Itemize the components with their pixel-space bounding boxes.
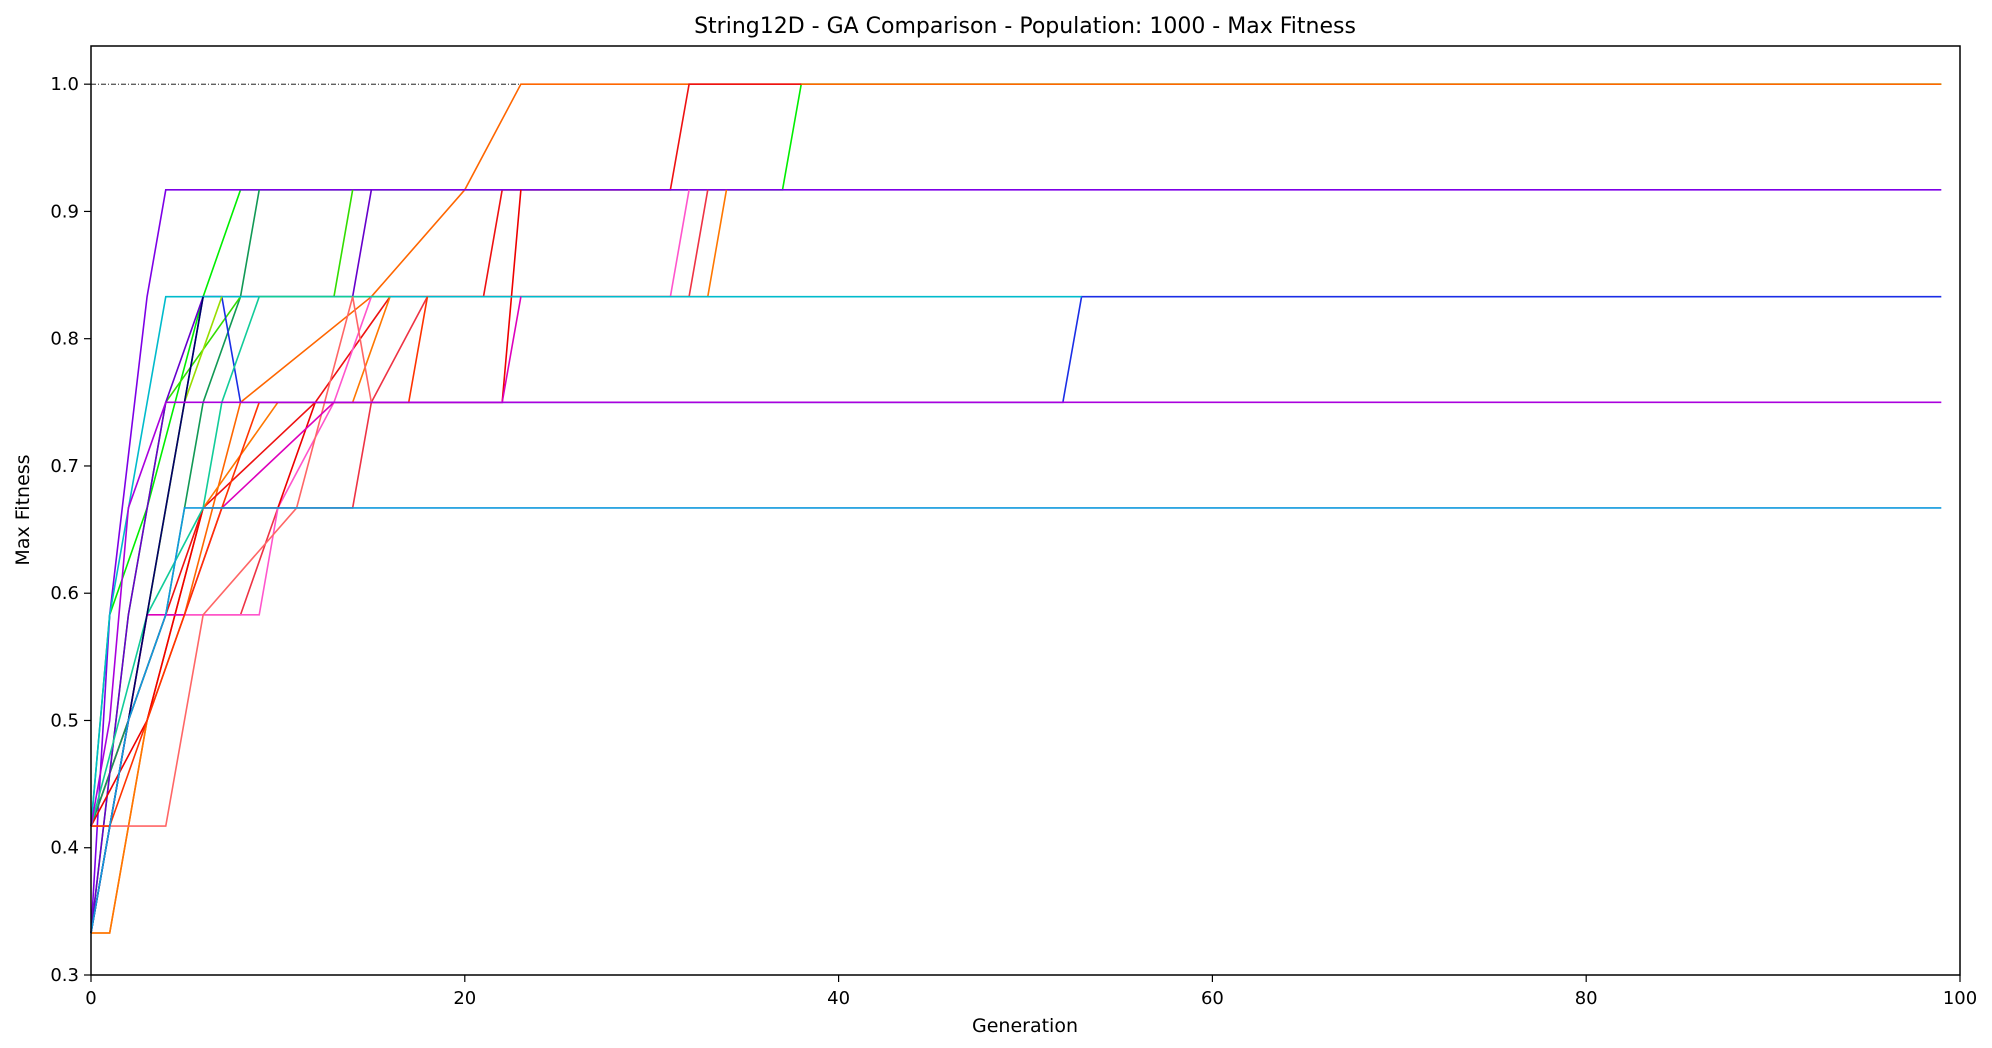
y-tick-label: 0.7 [50,456,79,477]
series-line-4 [90,189,1942,934]
series-line-13 [90,295,1082,827]
series-line-15 [90,295,391,827]
series-line-16 [91,296,373,827]
x-axis-label: Generation [972,1015,1078,1037]
y-tick-label: 0.8 [50,329,79,350]
x-tick-label: 20 [453,988,476,1009]
series-line-10 [90,189,373,934]
series-line-21 [90,401,1942,827]
x-tick-label: 0 [85,988,96,1009]
series-line-20 [90,507,1942,934]
series-layer [90,83,1942,934]
chart-title: String12D - GA Comparison - Population: … [694,14,1356,39]
x-axis-ticks: 0 20 40 60 80 100 [85,975,1977,1009]
series-line-1 [90,83,1942,827]
y-tick-label: 0.9 [50,201,79,222]
x-tick-label: 100 [1943,988,1977,1009]
x-tick-label: 40 [827,988,850,1009]
plot-frame [90,45,1961,976]
y-tick-label: 0.6 [50,583,79,604]
x-tick-label: 60 [1201,988,1224,1009]
y-tick-label: 0.5 [50,710,79,731]
y-tick-label: 1.0 [50,74,79,95]
y-tick-label: 0.3 [50,965,79,986]
x-tick-label: 80 [1575,988,1598,1009]
y-axis-ticks: 0.3 0.4 0.5 0.6 0.7 0.8 0.9 1.0 [50,74,91,986]
y-tick-label: 0.4 [50,838,79,859]
y-axis-label: Max Fitness [12,454,34,565]
